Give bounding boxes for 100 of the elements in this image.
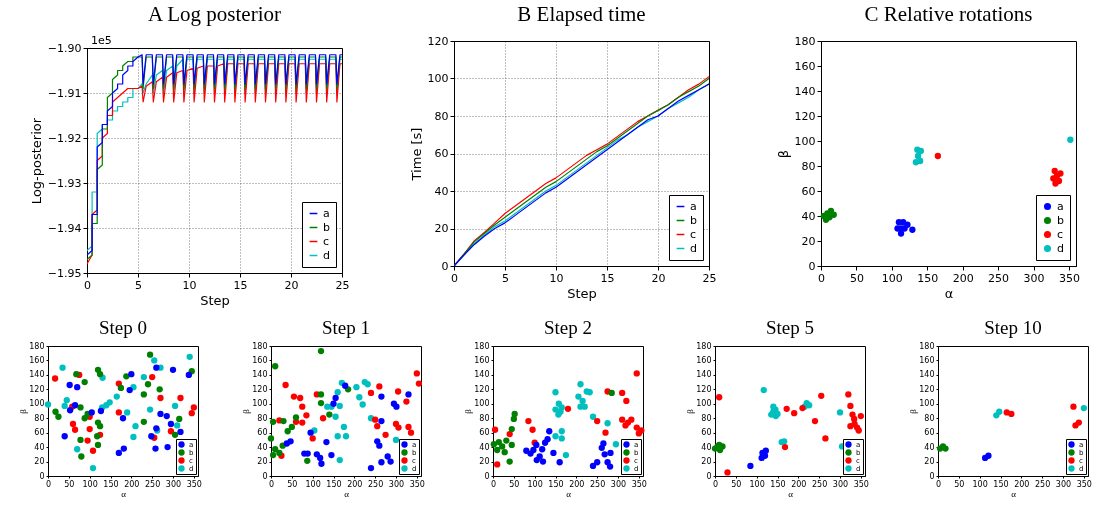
- x-axis-title: α: [343, 488, 349, 499]
- y-tick-label: 60: [801, 184, 816, 198]
- x-tick-label: 300: [1055, 479, 1071, 489]
- x-axis-title: α: [121, 488, 127, 499]
- chart-title: Step 5: [766, 317, 815, 338]
- chart-title: C Relative rotations: [864, 2, 1033, 26]
- y-tick-label: 80: [924, 413, 935, 423]
- x-tick-label: 0: [450, 271, 458, 285]
- y-tick-label: 80: [801, 159, 816, 173]
- x-tick-label: 300: [166, 479, 182, 489]
- x-tick-label: 15: [233, 278, 248, 292]
- x-tick-label: 50: [64, 479, 75, 489]
- y-tick-label: 40: [701, 442, 712, 452]
- chart-title: Step 10: [983, 317, 1042, 338]
- y-axis-title: β: [907, 408, 918, 414]
- y-tick-label: −1.91: [47, 86, 82, 100]
- x-tick-label: 20: [651, 271, 666, 285]
- y-axis-title: β: [685, 408, 696, 414]
- chart-title: Step 1: [321, 317, 370, 338]
- y-tick-label: 40: [256, 442, 268, 452]
- y-tick-label: 20: [479, 457, 490, 467]
- y-tick-label: 140: [696, 370, 712, 380]
- chart-title: Step 0: [99, 317, 148, 338]
- x-tick-label: 50: [731, 479, 742, 489]
- y-tick-label: 120: [696, 384, 712, 394]
- legend-label: a: [689, 199, 697, 213]
- y-tick-label: 120: [29, 384, 45, 394]
- y-tick-label: 20: [924, 457, 935, 467]
- x-tick-label: 150: [770, 479, 786, 489]
- x-tick-label: 200: [124, 479, 140, 489]
- x-tick-label: 250: [812, 479, 828, 489]
- y-tick-label: 60: [479, 428, 490, 438]
- x-tick-label: 250: [367, 479, 383, 489]
- y-axis-title: Time [s]: [408, 127, 424, 182]
- y-tick-label: −1.93: [47, 176, 82, 190]
- y-tick-label: 140: [29, 370, 45, 380]
- x-tick-label: 200: [952, 271, 974, 285]
- y-tick-label: 60: [924, 428, 935, 438]
- y-tick-label: 40: [479, 442, 490, 452]
- y-tick-label: 120: [251, 384, 268, 394]
- x-tick-label: 300: [388, 479, 404, 489]
- x-tick-label: 15: [600, 271, 615, 285]
- y-axis-title: β: [240, 408, 251, 414]
- x-axis-title: Step: [199, 292, 230, 308]
- x-tick-label: 50: [953, 479, 965, 489]
- y-tick-label: 160: [29, 355, 45, 365]
- x-tick-label: 25: [702, 271, 717, 285]
- x-axis-title: Step: [567, 285, 597, 301]
- y-tick-label: 80: [434, 109, 449, 123]
- x-tick-label: 0: [713, 479, 719, 489]
- y-tick-label: 180: [794, 34, 816, 48]
- y-tick-label: 20: [701, 457, 712, 467]
- x-tick-label: 150: [917, 271, 939, 285]
- x-tick-label: 0: [818, 271, 826, 285]
- y-tick-label: 160: [474, 355, 490, 365]
- chart-title: A Log posterior: [147, 2, 281, 26]
- x-axis-title: α: [566, 488, 572, 499]
- x-tick-label: 100: [972, 479, 988, 489]
- x-tick-label: 100: [749, 479, 766, 489]
- chart-title: Step 2: [543, 317, 592, 338]
- x-tick-label: 50: [509, 479, 520, 489]
- x-tick-label: 200: [346, 479, 363, 489]
- legend-label: d: [322, 248, 330, 262]
- y-tick-label: 40: [801, 209, 816, 223]
- legend-label: c: [322, 234, 329, 248]
- x-tick-label: 200: [569, 479, 585, 489]
- x-tick-label: 0: [83, 278, 91, 292]
- x-tick-label: 250: [145, 479, 161, 489]
- legend-label: a: [1057, 199, 1065, 213]
- x-tick-label: 150: [325, 479, 342, 489]
- y-tick-label: 160: [918, 355, 935, 365]
- x-tick-label: 10: [182, 278, 197, 292]
- y-tick-label: 60: [256, 428, 268, 438]
- y-axis-title: Log-posterior: [28, 117, 44, 205]
- y-tick-label: 180: [29, 341, 45, 351]
- y-tick-label: 180: [251, 341, 268, 351]
- x-tick-label: 350: [631, 479, 647, 489]
- x-tick-label: 100: [882, 271, 904, 285]
- y-tick-label: 120: [427, 34, 449, 48]
- y-tick-label: 100: [696, 399, 712, 409]
- x-tick-label: 5: [134, 278, 142, 292]
- y-tick-label: 100: [29, 399, 45, 409]
- y-tick-label: 60: [34, 428, 45, 438]
- x-tick-label: 10: [549, 271, 564, 285]
- x-axis-title: α: [788, 488, 794, 499]
- legend-label: d: [689, 241, 697, 255]
- y-axis-title: β: [18, 408, 29, 414]
- legend-label: b: [322, 220, 330, 234]
- y-tick-label: 140: [918, 370, 935, 380]
- text: 1e5: [90, 34, 112, 47]
- x-tick-label: 250: [589, 479, 606, 489]
- y-tick-label: 180: [696, 341, 712, 351]
- y-tick-label: 80: [256, 413, 268, 423]
- x-tick-label: 100: [527, 479, 543, 489]
- x-tick-label: 350: [1076, 479, 1092, 489]
- y-tick-label: 160: [251, 355, 268, 365]
- y-tick-label: 80: [701, 413, 712, 423]
- y-tick-label: 180: [474, 341, 490, 351]
- x-tick-label: 50: [286, 479, 298, 489]
- x-tick-label: 350: [409, 479, 425, 489]
